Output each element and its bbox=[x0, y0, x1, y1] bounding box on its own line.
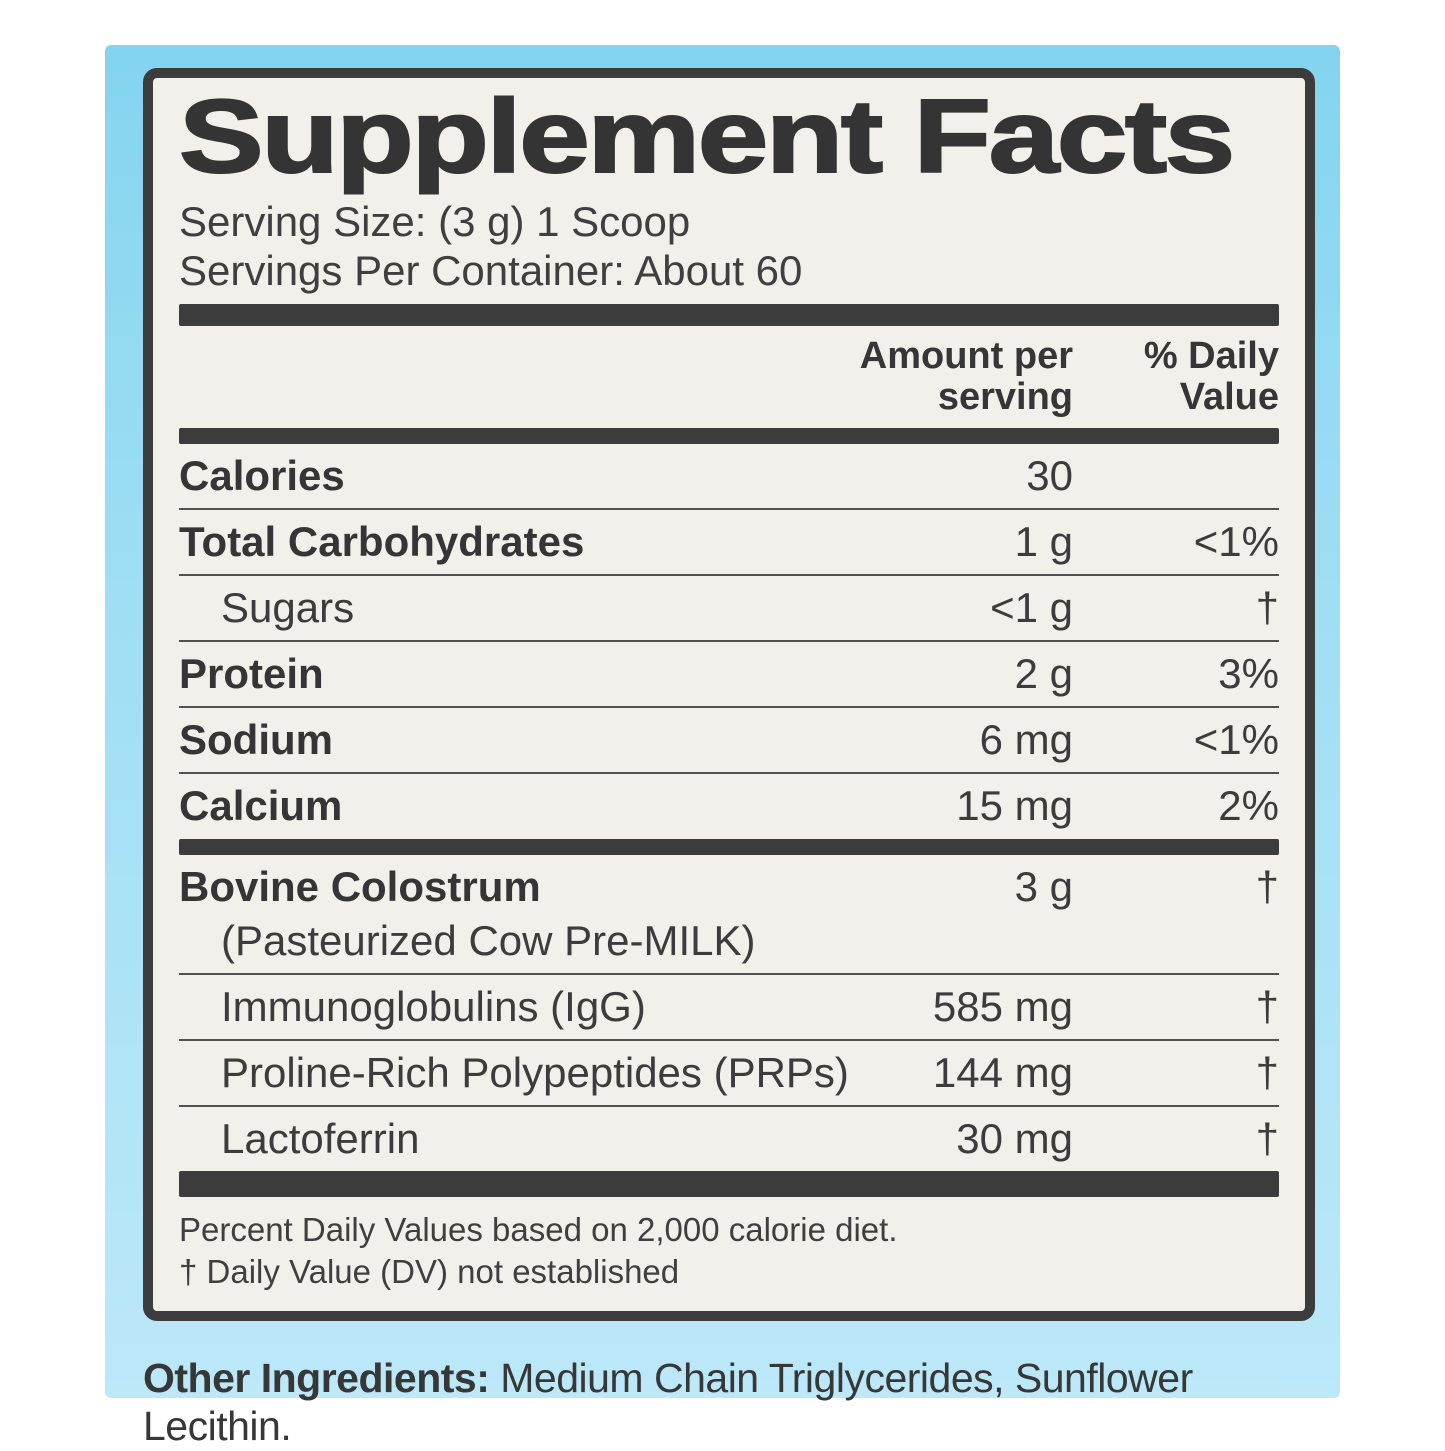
supplement-facts-box: Supplement Facts Serving Size: (3 g) 1 S… bbox=[143, 68, 1315, 1322]
fact-row: Sodium 6 mg <1% bbox=[179, 706, 1279, 772]
fact-amount: 30 bbox=[1026, 451, 1073, 499]
fact-name: Sodium bbox=[179, 716, 333, 764]
fact-name-cell: Protein bbox=[179, 652, 893, 696]
fact-amount: 3 g bbox=[1014, 862, 1073, 910]
amount-column-header: Amount per serving bbox=[859, 334, 1073, 418]
fact-daily-value: <1% bbox=[1193, 716, 1279, 764]
fact-row: Protein 2 g 3% bbox=[179, 640, 1279, 706]
fact-amount: 15 mg bbox=[956, 782, 1073, 830]
fact-name: Sugars bbox=[221, 584, 355, 632]
fact-name: Immunoglobulins (IgG) bbox=[221, 982, 646, 1030]
fact-name-cell: Sodium bbox=[179, 718, 893, 762]
fact-amount: 30 mg bbox=[956, 1114, 1073, 1162]
fact-name: Lactoferrin bbox=[221, 1114, 420, 1162]
fact-amount: 6 mg bbox=[979, 716, 1073, 764]
fact-daily-value: † bbox=[1255, 584, 1279, 632]
fact-name-cell: Bovine Colostrum (Pasteurized Cow Pre-MIL… bbox=[179, 862, 893, 964]
fact-daily-value: 2% bbox=[1218, 782, 1279, 830]
fact-name-cell: Total Carbohydrates bbox=[179, 518, 893, 566]
fact-name-cell: Proline-Rich Polypeptides (PRPs) bbox=[179, 1048, 893, 1096]
fact-amount: 144 mg bbox=[932, 1048, 1073, 1096]
fact-daily-value: † bbox=[1255, 1114, 1279, 1162]
fact-row: Total Carbohydrates 1 g <1% bbox=[179, 508, 1279, 574]
fact-name: Total Carbohydrates bbox=[179, 518, 585, 566]
divider-bar-medium bbox=[179, 427, 1279, 444]
fact-name: Proline-Rich Polypeptides (PRPs) bbox=[221, 1048, 849, 1096]
fact-name-cell: Immunoglobulins (IgG) bbox=[179, 982, 893, 1030]
other-ingredients-text: Medium Chain Triglycerides, Sunflower Le… bbox=[143, 1355, 1193, 1449]
section-divider-bar bbox=[179, 838, 1279, 855]
fact-daily-value: 3% bbox=[1218, 650, 1279, 698]
fact-name-cell: Lactoferrin bbox=[179, 1114, 893, 1162]
fact-daily-value: † bbox=[1255, 1048, 1279, 1096]
fact-name: Protein bbox=[179, 650, 324, 698]
fact-row: Lactoferrin 30 mg † bbox=[179, 1104, 1279, 1171]
supplement-facts-title: Supplement Facts bbox=[178, 79, 1237, 195]
footnote-dv-not-established: † Daily Value (DV) not established bbox=[179, 1253, 680, 1291]
footnotes: Percent Daily Values based on 2,000 calo… bbox=[179, 1197, 1279, 1297]
fact-row: Immunoglobulins (IgG) 585 mg † bbox=[179, 972, 1279, 1039]
fact-row: Sugars <1 g † bbox=[179, 574, 1279, 640]
daily-value-column-header: % Daily Value bbox=[1143, 334, 1279, 418]
section-divider-bar bbox=[179, 1170, 1279, 1197]
divider-bar-thick bbox=[179, 303, 1279, 326]
label-background-panel: Supplement Facts Serving Size: (3 g) 1 S… bbox=[105, 45, 1340, 1449]
fact-daily-value: † bbox=[1255, 982, 1279, 1030]
footnote-daily-values: Percent Daily Values based on 2,000 calo… bbox=[179, 1210, 898, 1248]
fact-amount: 585 mg bbox=[932, 982, 1073, 1030]
fact-name: Bovine Colostrum bbox=[179, 862, 541, 910]
fact-daily-value: <1% bbox=[1193, 518, 1279, 566]
other-ingredients-label: Other Ingredients: bbox=[143, 1355, 490, 1402]
fact-name: Calcium bbox=[179, 782, 343, 830]
serving-size-text: Serving Size: (3 g) 1 Scoop bbox=[179, 197, 691, 245]
fact-row: Calories 30 bbox=[179, 444, 1279, 508]
other-ingredients: Other Ingredients: Medium Chain Triglyce… bbox=[143, 1355, 1340, 1450]
fact-amount: <1 g bbox=[990, 584, 1073, 632]
fact-name-cell: Calcium bbox=[179, 784, 893, 828]
table-header-row: Amount per serving % Daily Value bbox=[179, 326, 1279, 428]
fact-row: Proline-Rich Polypeptides (PRPs) 144 mg † bbox=[179, 1038, 1279, 1105]
fact-subtext: (Pasteurized Cow Pre-MILK) bbox=[221, 916, 756, 964]
facts-rows: Calories 30 Total Carbohydrates 1 g <1% Sugar… bbox=[179, 444, 1279, 1197]
fact-name-cell: Calories bbox=[179, 451, 893, 499]
servings-per-container-text: Servings Per Container: About 60 bbox=[179, 246, 803, 294]
fact-row: Bovine Colostrum (Pasteurized Cow Pre-MIL… bbox=[179, 855, 1279, 973]
fact-row: Calcium 15 mg 2% bbox=[179, 772, 1279, 838]
fact-name: Calories bbox=[179, 451, 345, 499]
fact-daily-value: † bbox=[1255, 862, 1279, 910]
fact-amount: 2 g bbox=[1014, 650, 1073, 698]
fact-name-cell: Sugars bbox=[179, 586, 893, 630]
fact-amount: 1 g bbox=[1014, 518, 1073, 566]
